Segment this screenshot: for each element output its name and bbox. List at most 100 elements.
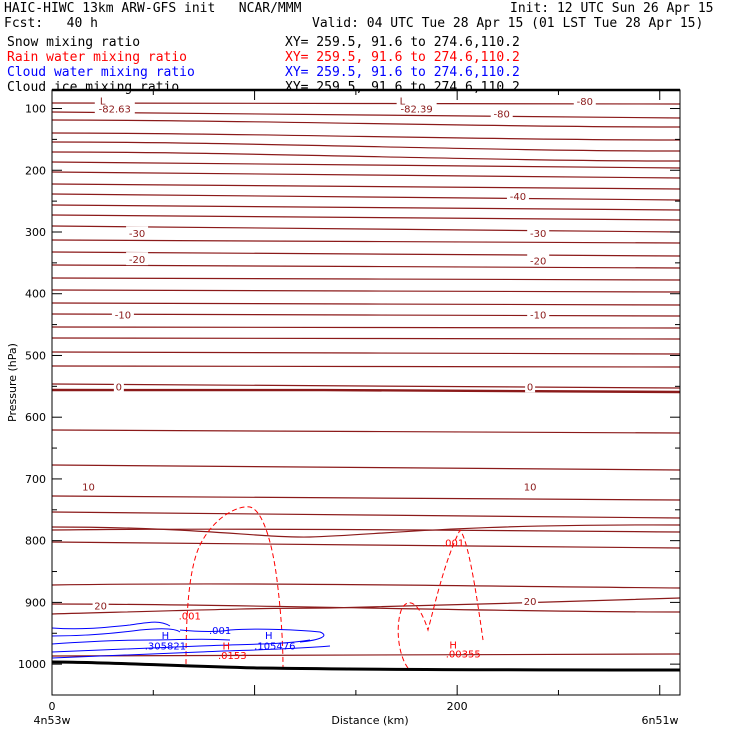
isotherm-line bbox=[51, 277, 681, 281]
isotherm-label-bg bbox=[126, 252, 149, 266]
y-tick-label: 600 bbox=[25, 411, 46, 424]
extremum-label: H bbox=[449, 640, 457, 651]
cloud-water-contour bbox=[51, 621, 171, 630]
isotherm-line bbox=[51, 204, 681, 211]
isotherm-line bbox=[51, 171, 681, 179]
y-tick-label: 100 bbox=[25, 103, 46, 116]
isotherm-line bbox=[51, 111, 681, 119]
isotherm-label-bg bbox=[506, 189, 529, 203]
cloud-water-contour bbox=[179, 629, 231, 632]
terrain-surface bbox=[51, 660, 681, 672]
isotherm-label: -80 bbox=[577, 97, 593, 108]
isotherm-line bbox=[51, 524, 681, 538]
cloud-water-contour bbox=[51, 628, 181, 637]
rain-water-contours bbox=[185, 506, 484, 669]
field-name-rain: Rain water mixing ratio bbox=[7, 50, 188, 65]
x-end-label-right: 6n51w bbox=[642, 714, 679, 727]
isotherm-line bbox=[51, 193, 681, 201]
isotherm-label: 10 bbox=[82, 482, 95, 493]
extremum-label: .001 bbox=[179, 611, 201, 622]
isotherm-line bbox=[51, 132, 681, 141]
rain-contour bbox=[397, 529, 484, 669]
header-init: Init: 12 UTC Sun 26 Apr 15 bbox=[510, 1, 714, 16]
isotherm-line bbox=[51, 541, 681, 549]
y-tick-label: 200 bbox=[25, 164, 46, 177]
isotherm-label: -30 bbox=[530, 229, 546, 240]
cloud-water-contour bbox=[229, 628, 325, 643]
isotherm-line bbox=[51, 383, 681, 389]
y-tick-label: 300 bbox=[25, 226, 46, 239]
isotherm-label-bg bbox=[111, 307, 134, 321]
isotherm-label: -20 bbox=[129, 255, 145, 266]
cloud-water-contour bbox=[51, 645, 331, 659]
extremum-label: L bbox=[100, 96, 106, 107]
isotherm-line bbox=[51, 337, 681, 340]
isotherm-line bbox=[51, 528, 681, 533]
isotherm-label-bg bbox=[126, 226, 149, 240]
isotherm-label: 20 bbox=[94, 601, 107, 612]
isotherm-line bbox=[51, 365, 681, 368]
isotherm-label: 0 bbox=[116, 382, 122, 393]
isotherm-label: -30 bbox=[129, 229, 145, 240]
isotherm-label: -82.63 bbox=[99, 105, 131, 116]
isotherm-label: -20 bbox=[530, 256, 546, 267]
x-end-label-left: 4n53w bbox=[34, 714, 71, 727]
field-name-cloud-water: Cloud water mixing ratio bbox=[7, 65, 195, 80]
isotherm-line bbox=[51, 603, 681, 613]
extremum-label: H bbox=[265, 631, 273, 642]
isotherm-label-bg bbox=[113, 379, 124, 393]
header-valid: Valid: 04 UTC Tue 28 Apr 15 (01 LST Tue … bbox=[312, 16, 704, 31]
isotherm-label: -80 bbox=[494, 109, 510, 120]
extremum-label: L bbox=[400, 96, 406, 107]
field-xy-cloud-water: XY= 259.5, 91.6 to 274.6,110.2 bbox=[285, 65, 520, 80]
isotherm-label: -10 bbox=[115, 311, 131, 322]
isotherm-label-bg bbox=[527, 307, 550, 321]
isotherm-line bbox=[51, 583, 681, 589]
isotherm-label-bg bbox=[573, 94, 596, 108]
header-fcst: Fcst: 40 h bbox=[4, 16, 98, 31]
y-tick-label: 800 bbox=[25, 535, 46, 548]
isotherm-line bbox=[51, 351, 681, 355]
isotherm-label: -82.39 bbox=[401, 105, 433, 116]
terrain-line bbox=[51, 660, 681, 672]
isotherm-line bbox=[51, 326, 681, 329]
field-xy-rain: XY= 259.5, 91.6 to 274.6,110.2 bbox=[285, 50, 520, 65]
y-tick-label: 500 bbox=[25, 349, 46, 362]
isotherm-line bbox=[51, 511, 681, 519]
cloud-water-contours bbox=[51, 621, 331, 659]
isotherm-line bbox=[51, 161, 681, 169]
y-axis-label: Pressure (hPa) bbox=[6, 343, 19, 422]
contour-labels: -82.63 -82.39 -80 -80 -40 -30 -30 -20 -20 -10 -10 0… bbox=[80, 94, 596, 662]
isotherm-label-bg bbox=[527, 226, 550, 240]
isotherm-line bbox=[51, 119, 681, 128]
field-name-snow: Snow mixing ratio bbox=[7, 35, 141, 50]
isotherm-label-bg bbox=[92, 598, 109, 612]
isotherm-line bbox=[51, 141, 681, 152]
extremum-label: .105476 bbox=[254, 642, 295, 653]
extremum-label: H bbox=[162, 631, 170, 642]
extremum-label: .305821 bbox=[145, 642, 186, 653]
y-tick-label: 1000 bbox=[18, 658, 46, 671]
x-tick-label: 200 bbox=[447, 700, 468, 713]
x-tick-label: 0 bbox=[49, 700, 56, 713]
extremum-label: .00355 bbox=[446, 650, 481, 661]
isotherm-label-bg bbox=[525, 379, 536, 393]
extremum-label: .0153 bbox=[218, 651, 247, 662]
isotherm-line bbox=[51, 239, 681, 244]
isotherm-label-bg bbox=[80, 479, 97, 493]
isotherm-label-bg bbox=[94, 101, 135, 115]
field-xy-snow: XY= 259.5, 91.6 to 274.6,110.2 bbox=[285, 35, 520, 50]
y-tick-label: 400 bbox=[25, 288, 46, 301]
isotherm-line bbox=[51, 429, 681, 434]
isotherm-zero-line bbox=[51, 388, 681, 394]
isotherm-line bbox=[51, 264, 681, 269]
cloud-water-contour bbox=[51, 639, 311, 653]
isotherm-contours bbox=[51, 102, 681, 657]
extremum-label: .001 bbox=[209, 626, 231, 637]
x-axis-label: Distance (km) bbox=[331, 714, 408, 727]
isotherm-label-bg bbox=[522, 594, 539, 608]
isotherm-label: -40 bbox=[510, 192, 526, 203]
extremum-label: .001 bbox=[442, 539, 464, 550]
